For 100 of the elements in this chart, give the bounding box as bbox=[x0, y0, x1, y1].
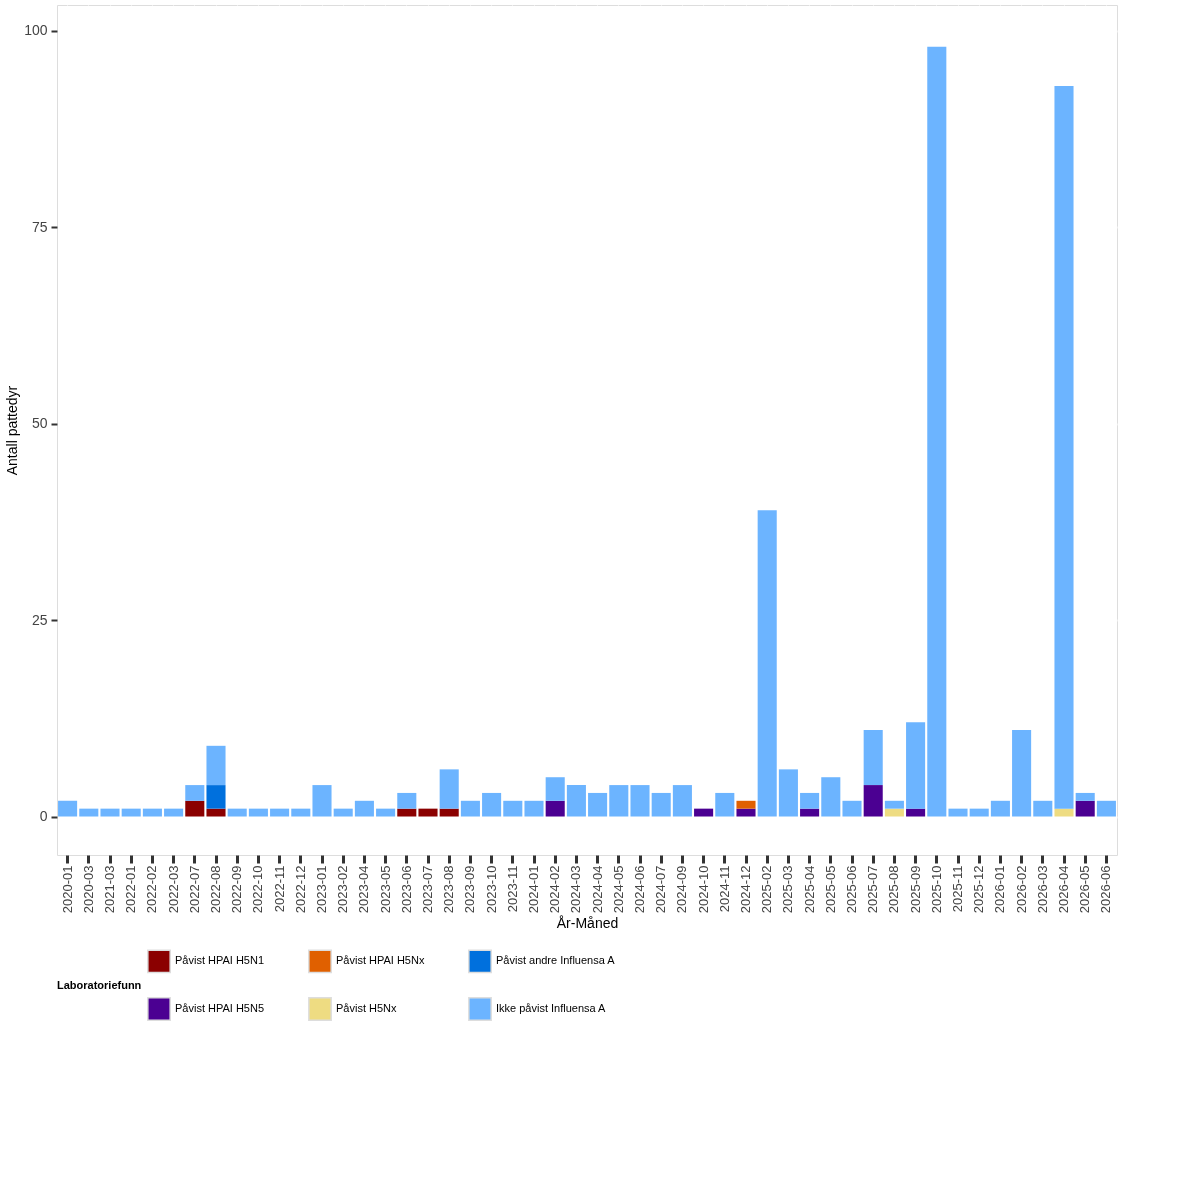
legend-label: Påvist H5Nx bbox=[336, 1002, 398, 1014]
bar bbox=[736, 800, 756, 809]
legend-label: Påvist andre Influensa A bbox=[496, 954, 616, 967]
bar bbox=[609, 785, 629, 817]
x-tick-label: 2020-01 bbox=[59, 865, 75, 914]
x-tick-label: 2025-07 bbox=[865, 865, 881, 914]
x-tick-label: 2025-03 bbox=[780, 865, 796, 914]
bar bbox=[439, 808, 459, 817]
x-tick-label: 2026-05 bbox=[1077, 865, 1093, 914]
bar bbox=[185, 800, 205, 817]
bar bbox=[1054, 85, 1074, 809]
x-tick-label: 2023-10 bbox=[483, 865, 499, 914]
bar bbox=[503, 800, 523, 817]
x-tick-label: 2023-05 bbox=[377, 865, 393, 914]
bar bbox=[906, 808, 926, 817]
x-tick-label: 2025-05 bbox=[822, 865, 838, 914]
x-tick-label: 2024-11 bbox=[716, 865, 732, 913]
bar bbox=[312, 785, 332, 817]
x-tick-label: 2025-11 bbox=[950, 865, 965, 913]
x-tick-label: 2023-06 bbox=[398, 865, 414, 914]
x-tick-label: 2024-01 bbox=[526, 865, 541, 914]
bar bbox=[439, 769, 459, 809]
x-tick-label: 2026-04 bbox=[1056, 865, 1071, 914]
legend-label: Påvist HPAI H5Nx bbox=[336, 954, 425, 967]
legend-label: Ikke påvist Influensa A bbox=[496, 1002, 607, 1014]
y-tick-label: 75 bbox=[31, 218, 48, 235]
y-tick-label: 0 bbox=[39, 808, 48, 825]
bar bbox=[927, 46, 947, 817]
x-tick-label: 2022-09 bbox=[229, 865, 245, 914]
legend-title: Laboratoriefunn bbox=[57, 979, 142, 991]
x-tick-label: 2022-07 bbox=[186, 865, 202, 914]
bar bbox=[990, 800, 1010, 817]
x-tick-label: 2023-07 bbox=[420, 865, 435, 914]
y-tick-label: 50 bbox=[31, 415, 48, 432]
bar bbox=[270, 808, 290, 817]
x-tick-label: 2025-02 bbox=[759, 865, 775, 914]
bar bbox=[418, 808, 438, 817]
x-tick-label: 2026-02 bbox=[1013, 865, 1029, 914]
bar bbox=[800, 808, 820, 817]
y-tick-label: 25 bbox=[31, 611, 48, 628]
x-tick-label: 2022-11 bbox=[271, 865, 287, 913]
bar bbox=[778, 769, 798, 817]
bar bbox=[694, 808, 714, 817]
bar bbox=[736, 808, 756, 817]
bar bbox=[651, 792, 671, 817]
bar bbox=[206, 785, 226, 809]
x-tick-label: 2023-09 bbox=[462, 865, 478, 914]
bar bbox=[227, 808, 247, 817]
bar bbox=[948, 808, 968, 817]
bar bbox=[1096, 800, 1116, 817]
bar bbox=[354, 800, 374, 817]
bar bbox=[566, 785, 586, 817]
x-tick-label: 2024-05 bbox=[610, 865, 626, 914]
bar bbox=[397, 792, 417, 809]
bar bbox=[884, 808, 904, 817]
bar bbox=[630, 785, 650, 817]
x-tick-label: 2021-03 bbox=[102, 865, 117, 914]
bar bbox=[206, 745, 226, 786]
bar bbox=[821, 777, 841, 817]
x-tick-label: 2022-03 bbox=[165, 865, 181, 914]
x-tick-label: 2025-04 bbox=[801, 865, 817, 914]
bar bbox=[1075, 800, 1095, 817]
x-tick-label: 2023-01 bbox=[314, 865, 329, 914]
x-tick-label: 2024-09 bbox=[674, 865, 690, 914]
bar bbox=[1075, 792, 1095, 801]
x-tick-label: 2025-09 bbox=[907, 865, 923, 914]
bar bbox=[524, 800, 544, 817]
bar bbox=[588, 792, 608, 817]
bar bbox=[185, 785, 205, 801]
x-tick-label: 2024-07 bbox=[653, 865, 669, 914]
bar bbox=[460, 800, 480, 817]
x-tick-label: 2024-02 bbox=[547, 865, 563, 914]
x-tick-label: 2024-12 bbox=[738, 865, 753, 914]
x-tick-label: 2025-06 bbox=[844, 865, 859, 914]
bar bbox=[800, 792, 820, 809]
x-tick-label: 2023-02 bbox=[335, 865, 351, 914]
bar bbox=[884, 800, 904, 809]
x-tick-label: 2023-08 bbox=[441, 865, 457, 914]
bar bbox=[1012, 730, 1032, 817]
bar bbox=[397, 808, 417, 817]
bar bbox=[79, 808, 99, 817]
bar bbox=[482, 792, 502, 817]
x-tick-label: 2022-12 bbox=[292, 865, 308, 914]
bar bbox=[545, 800, 565, 817]
x-tick-label: 2020-03 bbox=[80, 865, 96, 914]
bar bbox=[969, 808, 989, 817]
bar bbox=[1033, 800, 1053, 817]
bar bbox=[291, 808, 311, 817]
bar bbox=[757, 510, 777, 817]
bar bbox=[206, 808, 226, 817]
bar bbox=[100, 808, 120, 817]
x-tick-label: 2025-10 bbox=[928, 865, 944, 914]
bar bbox=[545, 777, 565, 801]
y-axis-title: Antall pattedyr bbox=[4, 385, 21, 476]
bar bbox=[715, 792, 735, 817]
x-tick-label: 2026-01 bbox=[992, 865, 1008, 914]
x-tick-label: 2025-12 bbox=[971, 865, 987, 914]
x-tick-label: 2023-04 bbox=[356, 865, 372, 914]
bar bbox=[142, 808, 162, 817]
bar bbox=[842, 800, 862, 817]
